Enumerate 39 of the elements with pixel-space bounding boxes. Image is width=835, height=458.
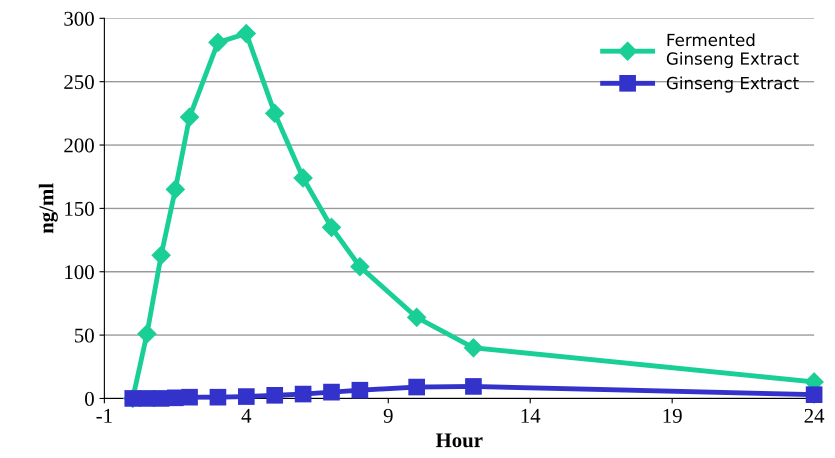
point <box>180 108 200 127</box>
y-tick-label: 50 <box>75 328 94 343</box>
point <box>294 386 312 402</box>
y-axis-title: ng/ml <box>38 183 58 234</box>
y-tick-label: 150 <box>65 202 94 216</box>
x-tick-label: 9 <box>384 408 393 423</box>
y-tick-label: 250 <box>64 75 94 90</box>
point <box>238 388 255 405</box>
point <box>408 378 425 396</box>
point <box>465 378 482 395</box>
y-tick-label: 100 <box>65 265 94 280</box>
y-tick-label: 300 <box>64 12 94 26</box>
point <box>323 384 340 400</box>
x-tick-label: 24 <box>804 408 824 423</box>
legend-label: Ginseng Extract <box>666 76 799 93</box>
x-tick-label: 4 <box>242 408 252 423</box>
point <box>352 382 368 399</box>
point <box>210 388 226 406</box>
x-axis-title: Hour <box>436 433 483 448</box>
point <box>322 218 342 237</box>
y-tick-label: 0 <box>85 392 94 406</box>
point <box>407 308 426 327</box>
point <box>464 338 483 358</box>
point <box>806 386 822 403</box>
x-tick-label: -1 <box>96 408 112 423</box>
point <box>166 180 185 199</box>
point <box>152 246 171 265</box>
point <box>236 24 256 44</box>
point <box>181 388 198 406</box>
legend-label: Fermented Ginseng Extract <box>666 33 799 68</box>
x-tick-label: 19 <box>664 408 682 423</box>
point <box>265 104 284 123</box>
point <box>137 324 156 344</box>
x-tick-label: 14 <box>522 408 540 423</box>
point <box>350 257 370 276</box>
y-tick-label: 200 <box>64 138 94 152</box>
point <box>294 168 313 188</box>
point <box>208 32 228 52</box>
point <box>266 386 284 404</box>
